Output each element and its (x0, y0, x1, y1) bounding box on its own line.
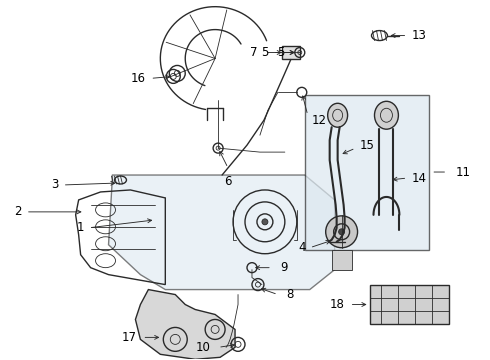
Polygon shape (135, 289, 235, 359)
Polygon shape (369, 285, 449, 324)
Polygon shape (108, 175, 335, 289)
Text: 5: 5 (277, 46, 284, 59)
Text: 16: 16 (130, 72, 146, 85)
Text: 11: 11 (455, 166, 470, 179)
Ellipse shape (328, 103, 347, 127)
Text: 6: 6 (224, 175, 232, 188)
Text: 18: 18 (330, 298, 344, 311)
Text: 4: 4 (298, 241, 306, 254)
Text: 2: 2 (14, 205, 22, 219)
Text: 1: 1 (77, 221, 85, 234)
Ellipse shape (374, 101, 398, 129)
Polygon shape (282, 45, 300, 59)
Ellipse shape (262, 219, 268, 225)
Text: 5: 5 (262, 46, 269, 59)
Text: 7: 7 (250, 46, 258, 59)
Text: 12: 12 (312, 114, 327, 127)
Ellipse shape (339, 229, 344, 235)
Text: 17: 17 (122, 331, 136, 344)
Ellipse shape (326, 216, 358, 248)
Text: 10: 10 (195, 341, 210, 354)
Polygon shape (305, 95, 429, 250)
Text: 8: 8 (286, 288, 293, 301)
Text: 13: 13 (412, 29, 426, 42)
Polygon shape (332, 250, 352, 270)
Text: 15: 15 (360, 139, 374, 152)
Text: 3: 3 (51, 179, 59, 192)
Text: 9: 9 (280, 261, 287, 274)
Text: 14: 14 (412, 171, 426, 185)
